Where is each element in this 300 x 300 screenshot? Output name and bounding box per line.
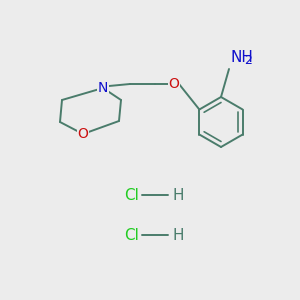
Text: O: O <box>169 77 179 91</box>
Text: 2: 2 <box>244 54 252 67</box>
Text: Cl: Cl <box>124 227 140 242</box>
Text: N: N <box>98 81 108 95</box>
Text: H: H <box>172 188 184 202</box>
Text: NH: NH <box>231 50 254 65</box>
Text: H: H <box>172 227 184 242</box>
Text: O: O <box>78 127 88 141</box>
Text: Cl: Cl <box>124 188 140 202</box>
